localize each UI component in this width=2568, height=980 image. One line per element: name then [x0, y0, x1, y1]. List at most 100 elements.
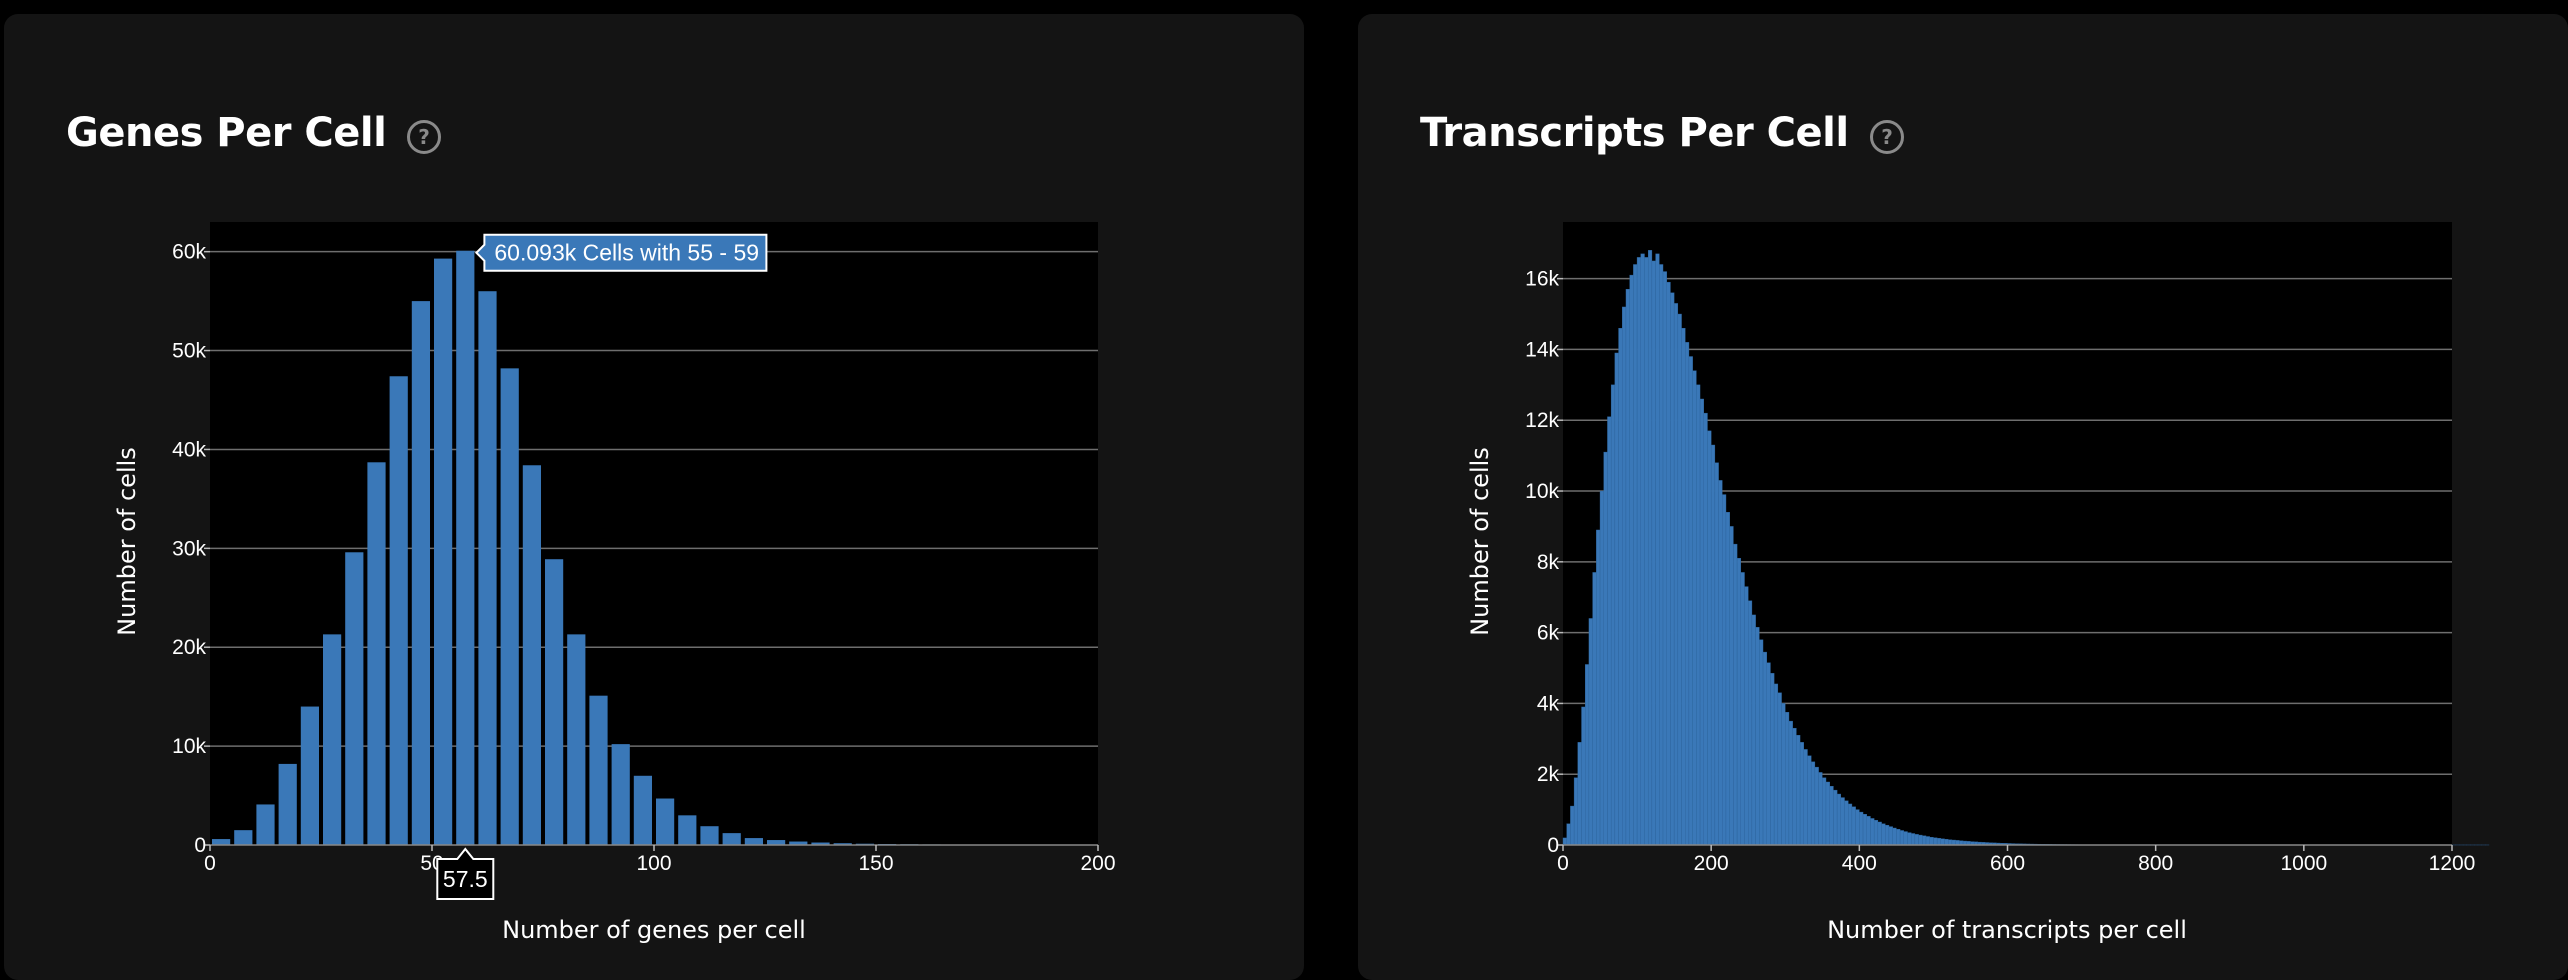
genes-x-tick-label: 0 [204, 852, 216, 875]
question-circle-icon[interactable]: ? [1869, 119, 1905, 155]
transcripts-bar [1618, 327, 1623, 846]
transcripts-bar [1736, 558, 1741, 846]
transcripts-bar [1670, 292, 1675, 846]
transcripts-bar [1562, 837, 1567, 846]
transcripts-bar [1799, 742, 1804, 846]
transcripts-bar [1759, 639, 1764, 846]
transcripts-x-tick-label: 1200 [2429, 852, 2476, 875]
transcripts-x-tick-label: 400 [1842, 852, 1877, 875]
transcripts-bar [1881, 823, 1886, 846]
transcripts-bar [1733, 543, 1738, 846]
genes-bar [633, 775, 652, 845]
genes-bar [478, 291, 497, 845]
transcripts-y-tick-label: 0 [1547, 834, 1559, 857]
genes-bar [411, 301, 430, 846]
genes-bar [367, 462, 386, 845]
transcripts-bar [1681, 327, 1686, 846]
genes-y-tick-label: 20k [172, 636, 206, 659]
genes-bar [567, 634, 586, 845]
transcripts-bar [1685, 342, 1690, 846]
transcripts-bar [1944, 839, 1949, 846]
genes-x-tick-label: 100 [636, 852, 671, 875]
tooltip-box [474, 233, 768, 272]
transcripts-y-tick-label: 12k [1525, 409, 1559, 432]
genes-bar [278, 763, 297, 845]
transcripts-title-row: Transcripts Per Cell ? [1420, 110, 1905, 156]
genes-bar [700, 826, 719, 845]
transcripts-bar [1866, 816, 1871, 846]
genes-bar [722, 833, 741, 845]
transcripts-bar [1696, 384, 1701, 846]
transcripts-bar [1603, 451, 1608, 846]
genes-bar [456, 250, 475, 845]
hover-x-marker: 57.5 [436, 847, 495, 900]
transcripts-bar [1810, 761, 1816, 846]
transcripts-bar [1877, 821, 1882, 846]
genes-bar [589, 695, 608, 845]
transcripts-bar [1729, 526, 1734, 846]
transcripts-x-tick-label: 1000 [2280, 852, 2327, 875]
transcripts-bar [1622, 306, 1627, 846]
transcripts-bar [1848, 803, 1853, 846]
genes-bar [212, 839, 231, 845]
transcripts-bar [1870, 818, 1875, 846]
transcripts-bar [1762, 651, 1767, 846]
transcripts-bar [1822, 777, 1827, 846]
x-marker-box [436, 847, 495, 900]
transcripts-bar [1948, 839, 1953, 846]
transcripts-bar [1803, 749, 1808, 846]
transcripts-bar [1833, 789, 1838, 846]
genes-y-tick-label: 40k [172, 438, 206, 461]
svg-text:?: ? [419, 125, 431, 149]
genes-y-axis-label: Number of cells [113, 447, 141, 636]
transcripts-bar [1596, 529, 1601, 846]
genes-bar [323, 634, 342, 845]
question-circle-icon[interactable]: ? [406, 119, 442, 155]
genes-bar [656, 798, 675, 845]
transcripts-bar [1655, 253, 1660, 846]
transcripts-bar [1718, 480, 1723, 846]
transcripts-bar [1922, 835, 1927, 846]
tooltip-text: 60.093k Cells with 55 - 59 [494, 240, 759, 266]
genes-x-tick-label: 200 [1080, 852, 1115, 875]
x-marker-label: 57.5 [443, 866, 488, 892]
transcripts-bar [1699, 398, 1704, 846]
transcripts-bar [1570, 805, 1575, 846]
transcripts-bar [1929, 837, 1934, 846]
genes-bar [811, 842, 830, 845]
transcripts-x-axis-label: Number of transcripts per cell [1827, 916, 2187, 944]
genes-bar [345, 552, 364, 845]
transcripts-bar [1610, 384, 1616, 846]
transcripts-bar [1899, 830, 1904, 846]
transcripts-bar [1647, 250, 1653, 846]
transcripts-bar [1888, 826, 1893, 846]
transcripts-bar [1714, 462, 1719, 846]
genes-bar [833, 843, 852, 845]
transcripts-bar [1773, 683, 1779, 846]
transcripts-bar [1785, 712, 1790, 846]
transcripts-bar [1855, 809, 1860, 846]
transcripts-bar [1818, 772, 1823, 846]
transcripts-bar [1829, 786, 1834, 846]
genes-y-tick-label: 0 [194, 834, 206, 857]
transcripts-panel-title: Transcripts Per Cell [1420, 110, 1849, 156]
transcripts-bar [1844, 800, 1849, 846]
svg-text:?: ? [1881, 125, 1893, 149]
transcripts-bar [1662, 271, 1667, 846]
transcripts-bar [1614, 352, 1619, 846]
transcripts-bar [1581, 706, 1586, 846]
transcripts-bar [1625, 289, 1630, 846]
transcripts-bar [1796, 735, 1801, 846]
transcripts-bar [1777, 692, 1782, 846]
transcripts-y-tick-label: 16k [1525, 268, 1559, 291]
transcripts-bar [1859, 811, 1864, 846]
transcripts-bar [1710, 444, 1716, 846]
genes-bar [434, 258, 453, 846]
genes-bar [500, 368, 519, 845]
transcripts-bar [1940, 838, 1945, 846]
transcripts-y-tick-label: 4k [1537, 692, 1560, 715]
transcripts-bar [1703, 412, 1708, 846]
transcripts-y-tick-label: 14k [1525, 338, 1559, 361]
transcripts-bar [1744, 586, 1749, 846]
